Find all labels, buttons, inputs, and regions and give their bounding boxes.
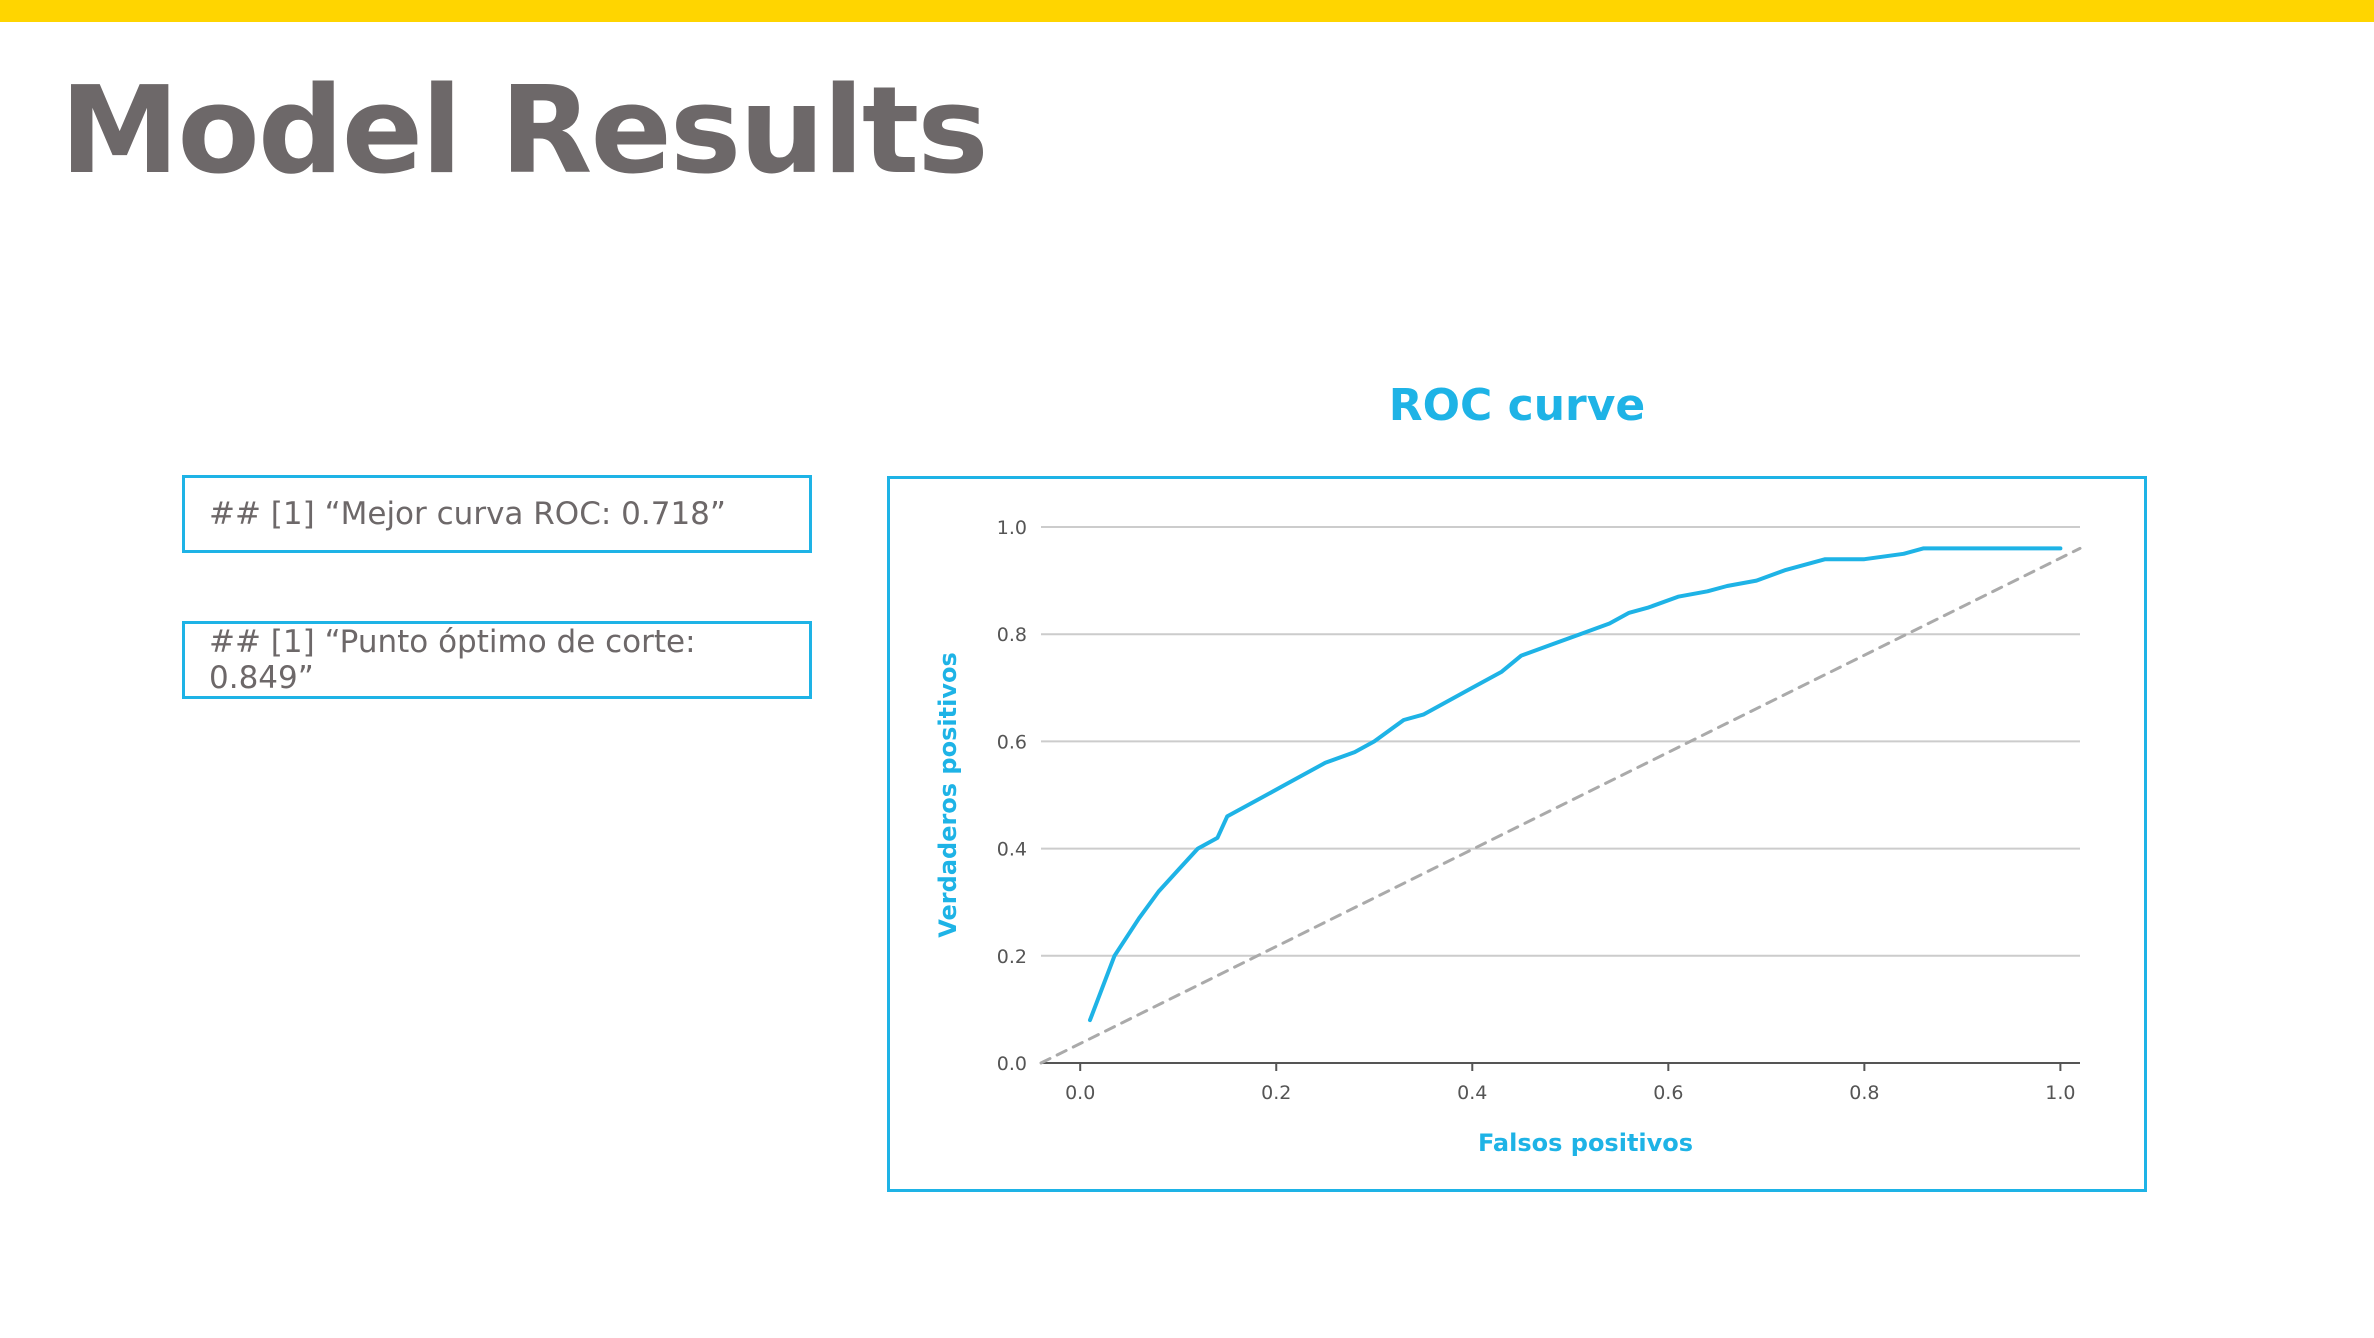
x-tick-label-4: 0.8 — [1849, 1082, 1879, 1104]
x-axis-label: Falsos positivos — [1478, 1129, 1693, 1157]
result-text-optimal-cutoff: ## [1] “Punto óptimo de corte: 0.849” — [209, 624, 696, 696]
y-tick-label-1: 0.2 — [997, 946, 1027, 968]
x-tick-label-0: 0.0 — [1065, 1082, 1095, 1104]
x-tick-label-1: 0.2 — [1261, 1082, 1291, 1104]
y-tick-label-4: 0.8 — [997, 624, 1027, 646]
y-axis-label: Verdaderos positivos — [934, 652, 962, 937]
result-box-best-roc: ## [1] “Mejor curva ROC: 0.718” — [182, 475, 812, 553]
top-accent-bar — [0, 0, 2374, 22]
result-text-best-roc: ## [1] “Mejor curva ROC: 0.718” — [209, 496, 726, 532]
x-tick-label-3: 0.6 — [1653, 1082, 1683, 1104]
result-box-optimal-cutoff: ## [1] “Punto óptimo de corte: 0.849” — [182, 621, 812, 699]
chart-title: ROC curve — [1388, 380, 1646, 431]
y-tick-label-0: 0.0 — [997, 1053, 1027, 1075]
x-tick-label-2: 0.4 — [1457, 1082, 1487, 1104]
y-tick-label-3: 0.6 — [997, 731, 1027, 753]
y-tick-label-2: 0.4 — [997, 839, 1027, 861]
y-tick-label-5: 1.0 — [997, 517, 1027, 539]
roc-chart: 0.0 0.2 0.4 0.6 0.8 1.0 0.0 0.2 0.4 0.6 0.8 1.0 Fals… — [934, 517, 2082, 1157]
x-tick-label-5: 1.0 — [2045, 1082, 2075, 1104]
diagonal-reference-line — [1039, 546, 2082, 1065]
roc-curve-line — [1088, 546, 2063, 1023]
page-title: Model Results — [60, 62, 989, 201]
chart-frame: 0.0 0.2 0.4 0.6 0.8 1.0 0.0 0.2 0.4 0.6 0.8 1.0 Fals… — [887, 476, 2147, 1192]
